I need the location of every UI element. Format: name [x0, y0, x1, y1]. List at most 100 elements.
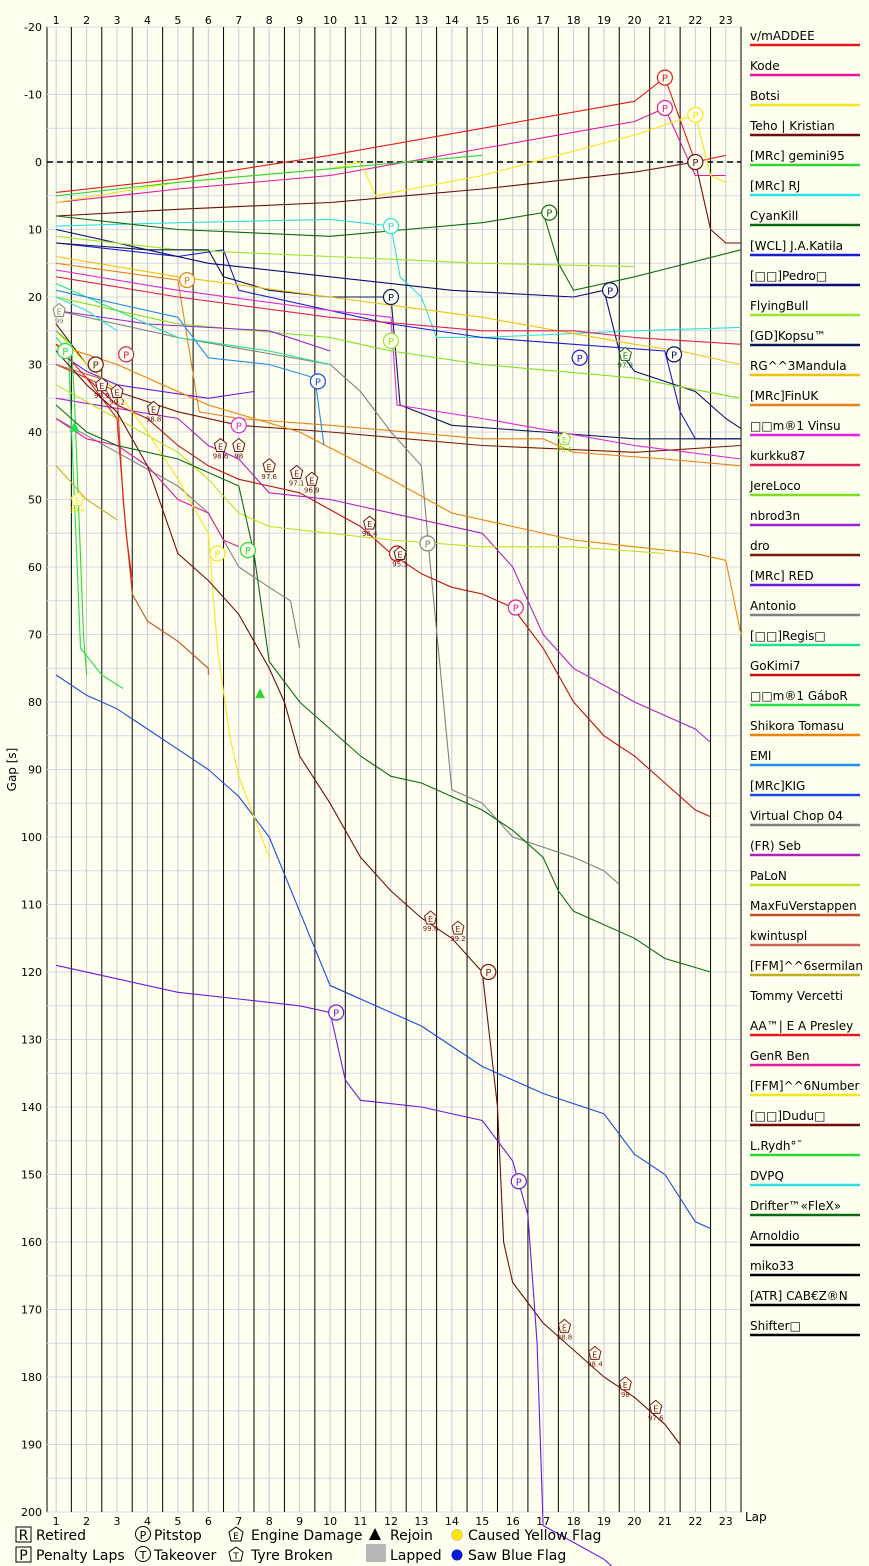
series-line: [55, 964, 613, 1566]
x-tick-label-bottom: 20: [627, 1515, 641, 1528]
x-tick-label-top: 5: [174, 14, 181, 27]
legend-entry-name: FlyingBull: [750, 299, 808, 313]
y-tick-label: 10: [28, 224, 42, 237]
engine-damage-marker: [618, 346, 632, 361]
legend-entry-name: [ATR] CAB€Z®N: [750, 1289, 848, 1303]
engine-damage-marker: [95, 377, 109, 392]
engine-damage-icon-letter: E: [233, 1532, 239, 1542]
series-line: [56, 242, 741, 440]
key-penalty-laps: P Penalty Laps: [15, 1546, 125, 1564]
key-takeover-label: Takeover: [153, 1548, 216, 1564]
key-caused-yellow-label: Caused Yellow Flag: [468, 1528, 601, 1544]
key-caused-yellow: Caused Yellow Flag: [451, 1528, 601, 1544]
legend-entry-name: [MRc] RED: [750, 569, 814, 583]
key-retired-label: Retired: [36, 1528, 86, 1544]
legend-entry-name: v/mADDEE: [750, 29, 815, 43]
series-line: [55, 282, 331, 366]
y-tick-label: 190: [21, 1439, 42, 1452]
yellow-flag-icon: [451, 1529, 463, 1541]
key-lapped: Lapped: [366, 1544, 442, 1564]
y-tick-label: 130: [21, 1034, 42, 1047]
penalty-icon: [15, 1546, 32, 1563]
pitstop-marker: [239, 542, 256, 559]
series-line: [55, 674, 361, 1000]
x-tick-label-bottom: 11: [354, 1515, 368, 1528]
engine-damage-marker: [363, 515, 377, 530]
legend-entry-name: Virtual Chop 04: [750, 809, 843, 823]
engine-damage-value: 97.1: [289, 480, 305, 488]
pitstop-marker-letter: P: [692, 111, 698, 122]
engine-damage-value: 98: [234, 453, 243, 461]
x-tick-label-bottom: 16: [506, 1515, 520, 1528]
y-tick-label: 40: [28, 426, 42, 439]
engine-damage-marker: [290, 464, 304, 479]
engine-damage-value: 99.6: [423, 925, 439, 933]
engine-damage-marker-letter: E: [428, 915, 433, 924]
pitstop-marker: [602, 282, 619, 299]
key-engine-damage-label: Engine Damage: [251, 1528, 363, 1544]
legend-entry-name: [MRc] gemini95: [750, 149, 845, 163]
legend-entry-name: □□m®1 GáboR: [750, 689, 848, 703]
chart-axes: 1122334455667788991010111112121313141415…: [5, 14, 767, 1528]
pitstop-marker-letter: P: [662, 74, 668, 85]
engine-damage-value: 98: [621, 1391, 630, 1399]
x-tick-label-bottom: 7: [235, 1515, 242, 1528]
x-tick-label-top: 2: [83, 14, 90, 27]
x-tick-label-top: 6: [205, 14, 212, 27]
y-tick-label: 170: [21, 1304, 42, 1317]
legend-entry-name: kurkku87: [750, 449, 806, 463]
legend-entry-name: GoKimi7: [750, 659, 801, 673]
series-line: [56, 218, 742, 339]
x-tick-label-top: 14: [445, 14, 459, 27]
pitstop-marker: [507, 599, 524, 616]
series-line: [329, 984, 711, 1230]
y-tick-label: 150: [21, 1169, 42, 1182]
x-tick-label-top: 19: [597, 14, 611, 27]
x-tick-label-bottom: 21: [658, 1515, 672, 1528]
takeover-icon-letter: T: [139, 1549, 147, 1562]
x-tick-label-top: 17: [536, 14, 550, 27]
x-tick-label-top: 10: [323, 14, 337, 27]
y-tick-label: 200: [21, 1506, 42, 1519]
x-tick-label-top: 18: [567, 14, 581, 27]
x-tick-label-bottom: 4: [144, 1515, 151, 1528]
x-tick-label-bottom: 13: [414, 1515, 428, 1528]
retired-icon-letter: R: [19, 1528, 29, 1544]
pitstop-marker: [687, 153, 704, 171]
y-tick-label: 120: [21, 966, 42, 979]
pitstop-marker-letter: P: [388, 337, 394, 348]
y-tick-label: 30: [28, 359, 42, 372]
engine-damage-marker: [110, 383, 124, 398]
series-line: [56, 161, 741, 244]
pitstop-marker: [328, 1004, 345, 1021]
x-tick-label-top: 23: [719, 14, 733, 27]
legend-entry-name: Botsi: [750, 89, 780, 103]
x-tick-label-top: 16: [506, 14, 520, 27]
engine-damage-marker-letter: E: [653, 1404, 658, 1413]
engine-damage-marker: [262, 458, 276, 473]
pitstop-marker: [382, 332, 400, 349]
pitstop-marker-letter: P: [671, 350, 677, 361]
pitstop-marker: [178, 272, 196, 289]
legend-entry-name: Drifter™«FleX»: [750, 1199, 841, 1213]
pitstop-marker: [118, 346, 135, 363]
engine-damage-value: 99.2: [450, 935, 466, 943]
pitstop-marker: [57, 342, 74, 360]
series-line: [56, 235, 635, 268]
y-tick-label: 100: [21, 831, 42, 844]
engine-damage-marker-letter: E: [562, 436, 567, 445]
symbol-key: R Retired P Pitstop E Engine Damage Rejo…: [15, 1526, 601, 1564]
engine-damage-marker: [393, 545, 407, 560]
x-tick-label-top: 22: [688, 14, 702, 27]
engine-damage-value: 99.5: [94, 392, 110, 400]
engine-damage-marker-letter: E: [114, 389, 119, 398]
pitstop-marker: [510, 1173, 527, 1190]
engine-damage-marker: [305, 471, 319, 486]
x-tick-label-bottom: 14: [445, 1515, 459, 1528]
engine-damage-marker-letter: E: [398, 551, 403, 560]
engine-damage-marker-letter: E: [218, 443, 223, 452]
pitstop-marker-letter: P: [388, 222, 394, 233]
engine-damage-value: 98.8: [557, 1333, 573, 1341]
pitstop-marker-letter: P: [333, 1009, 339, 1020]
x-tick-label-bottom: 15: [475, 1515, 489, 1528]
